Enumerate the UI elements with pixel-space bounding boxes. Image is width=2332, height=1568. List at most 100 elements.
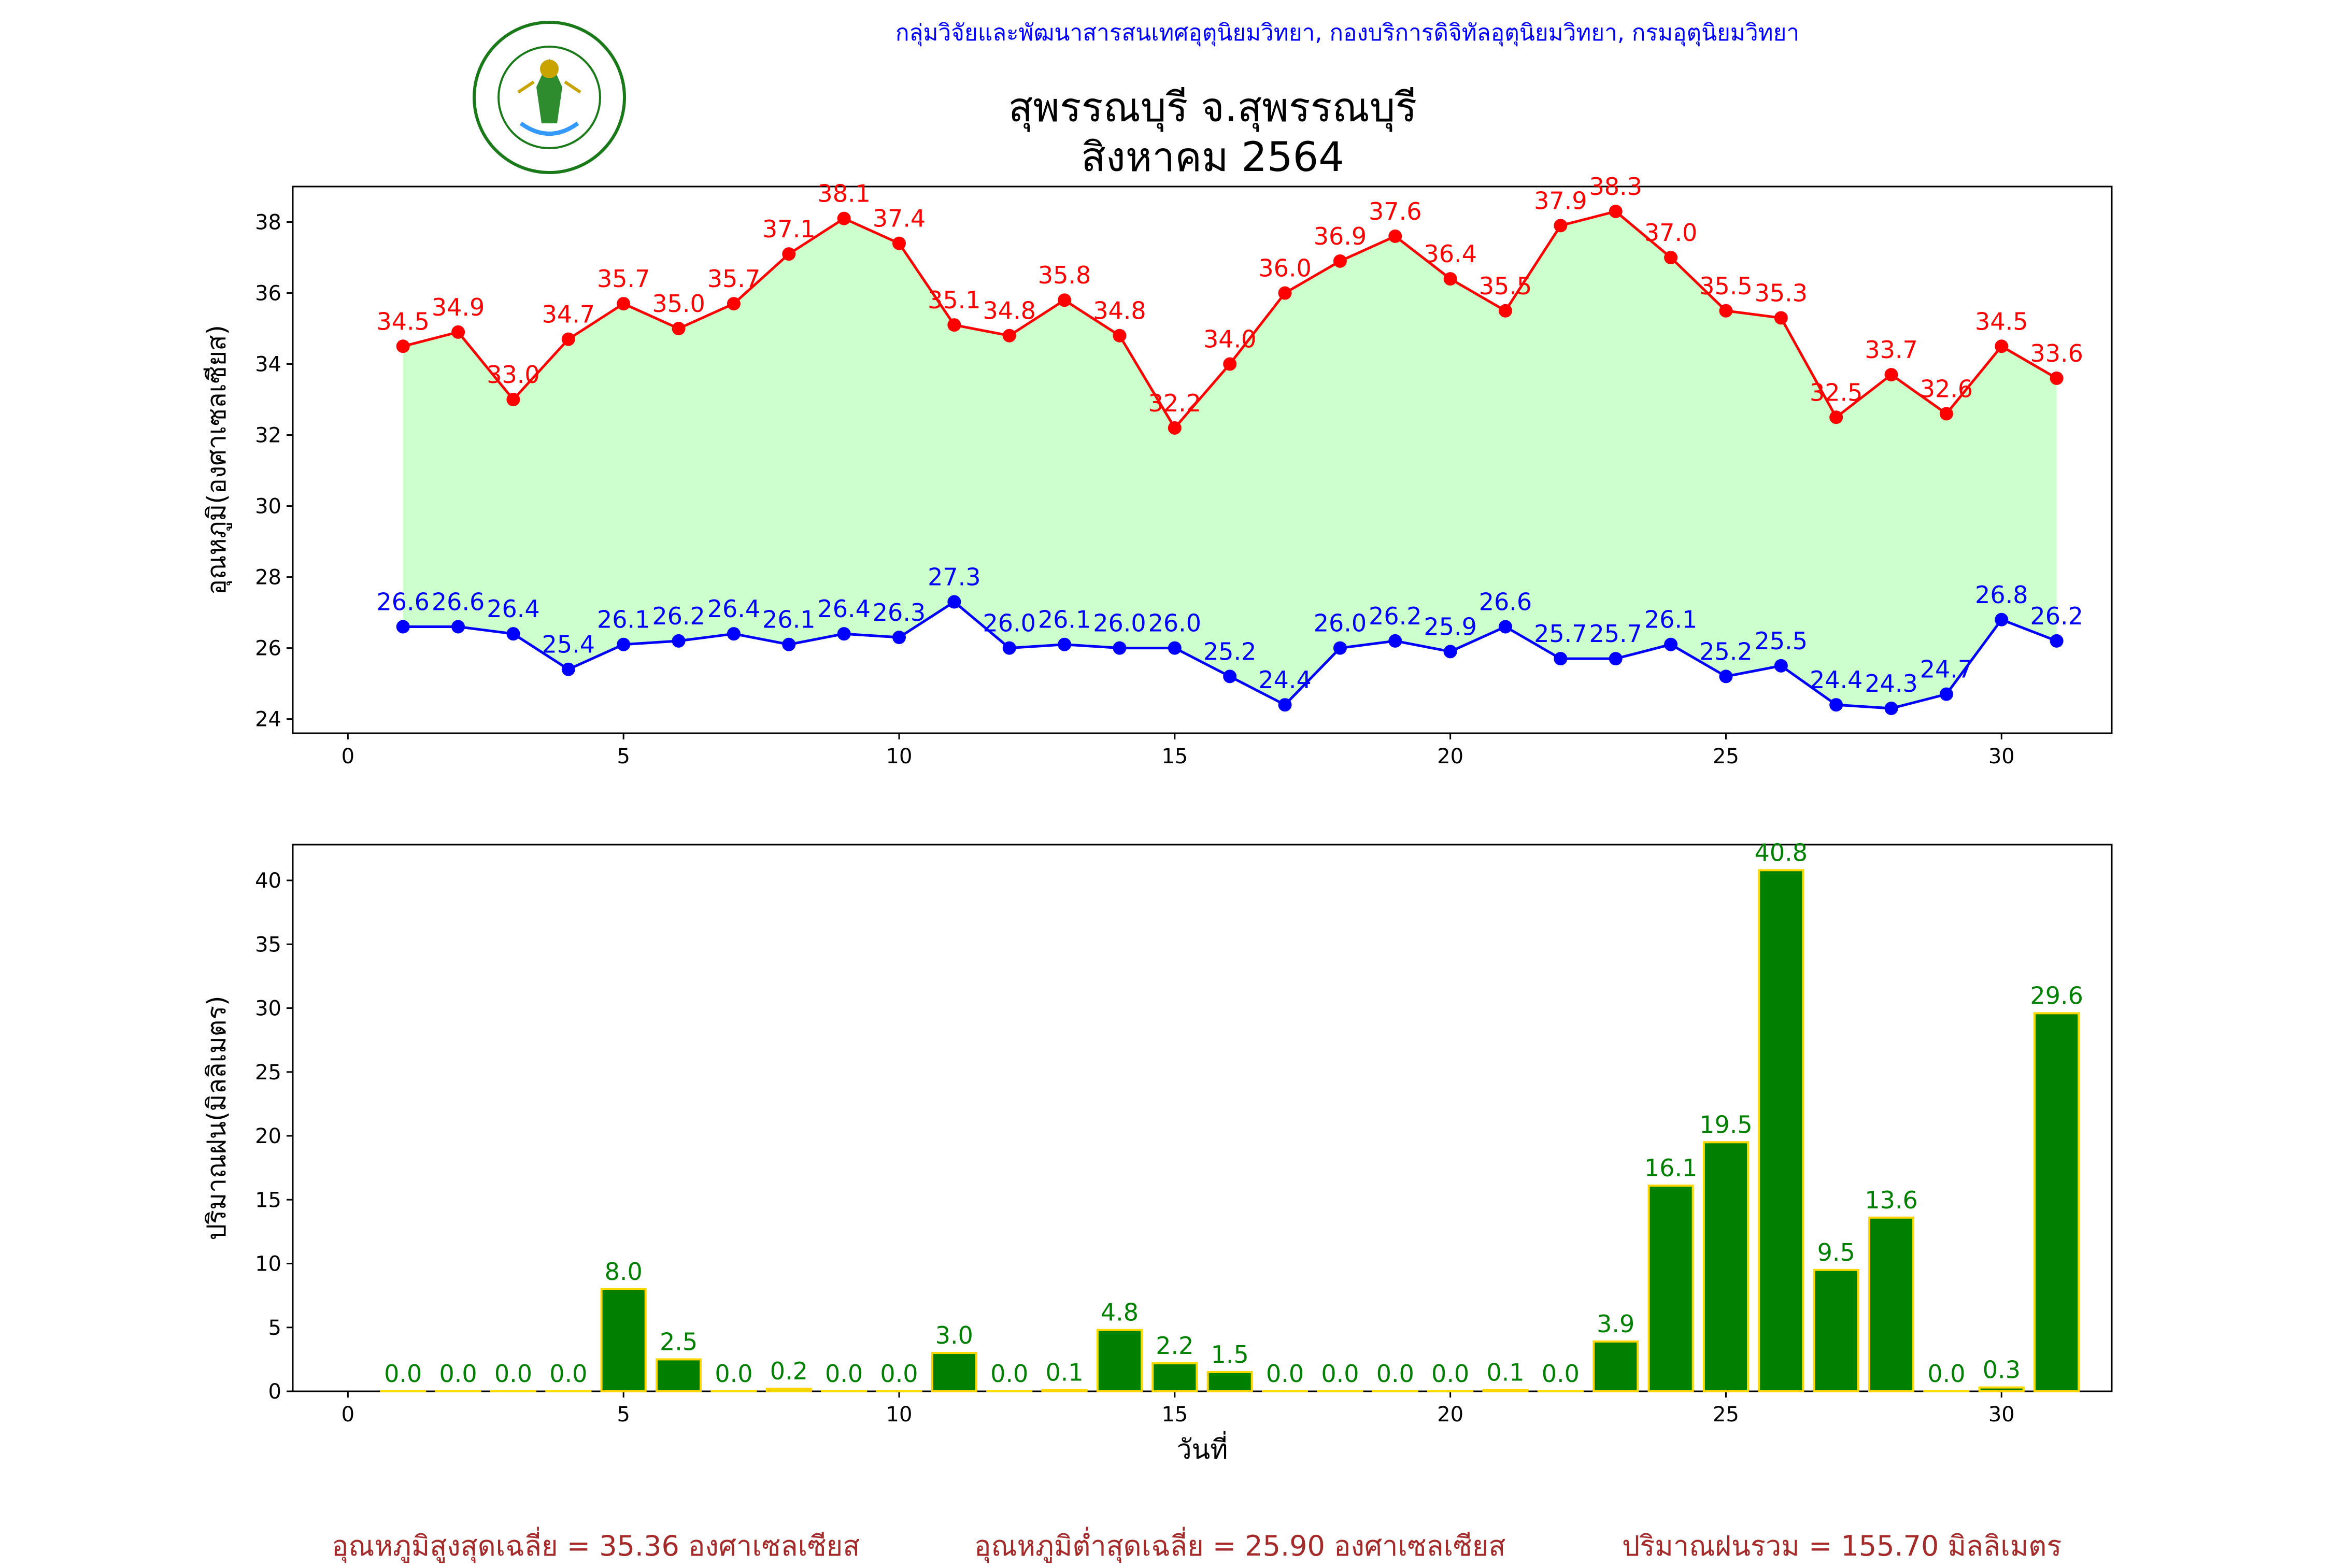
- temp-max-point: [1774, 311, 1788, 324]
- temp-min-point: [782, 638, 795, 651]
- rain-bar: [1208, 1372, 1252, 1391]
- temp-max-label: 35.1: [928, 286, 980, 314]
- rain-bar-label: 0.2: [770, 1357, 808, 1385]
- temp-max-point: [1995, 339, 2008, 353]
- temp-min-label: 25.2: [1699, 637, 1752, 665]
- temp-min-label: 25.5: [1755, 627, 1808, 655]
- temp-max-point: [1113, 329, 1126, 343]
- rain-bar-label: 0.0: [1927, 1360, 1965, 1388]
- rain-bar: [657, 1359, 701, 1391]
- rain-bar-label: 0.3: [1983, 1356, 2021, 1384]
- rain-ylabel: ปริมาณฝน(มิลลิเมตร): [202, 995, 232, 1240]
- temp-min-label: 26.0: [1314, 609, 1367, 637]
- temp-max-point: [1885, 368, 1898, 381]
- temp-min-label: 26.1: [1038, 606, 1091, 634]
- temp-max-point: [672, 322, 686, 335]
- temp-min-point: [1444, 645, 1457, 658]
- temp-max-label: 36.4: [1424, 240, 1476, 268]
- footer-avg-max: อุณหภูมิสูงสุดเฉลี่ย = 35.36 องศาเซลเซีย…: [332, 1523, 860, 1568]
- temp-max-label: 35.0: [652, 290, 705, 318]
- temp-min-point: [1278, 698, 1292, 711]
- temp-max-point: [837, 212, 851, 225]
- temp-max-label: 34.5: [1975, 307, 2028, 335]
- temp-ylabel: อุณหภูมิ(องศาเซลเซียส): [202, 325, 232, 595]
- temp-max-point: [1554, 219, 1567, 232]
- temp-max-point: [1223, 358, 1236, 371]
- temp-min-label: 26.2: [1369, 602, 1421, 630]
- temp-max-point: [451, 325, 465, 339]
- temp-min-label: 26.2: [652, 602, 705, 630]
- rain-bar-label: 8.0: [605, 1258, 643, 1286]
- temp-min-label: 26.1: [597, 606, 650, 634]
- temp-min-point: [837, 627, 851, 640]
- temp-min-point: [892, 631, 906, 644]
- temp-min-point: [506, 627, 520, 640]
- temp-max-label: 35.5: [1479, 272, 1532, 300]
- temp-max-label: 34.5: [377, 307, 430, 335]
- temp-min-point: [1664, 638, 1677, 651]
- temp-min-label: 25.7: [1534, 620, 1587, 648]
- temp-min-point: [1388, 634, 1402, 648]
- temp-min-label: 26.3: [873, 598, 926, 626]
- temp-max-label: 35.7: [707, 265, 760, 293]
- temp-max-point: [947, 318, 961, 332]
- rain-xtick-label: 15: [1161, 1403, 1188, 1427]
- rain-xtick-label: 30: [1988, 1403, 2015, 1427]
- temp-min-label: 26.4: [707, 595, 760, 623]
- rain-bar-label: 0.0: [825, 1360, 863, 1388]
- temp-min-point: [1333, 642, 1347, 655]
- rain-ytick-label: 20: [255, 1124, 281, 1148]
- temp-min-label: 26.2: [2030, 602, 2083, 630]
- temp-min-point: [1058, 638, 1071, 651]
- temp-max-point: [782, 247, 795, 261]
- rain-bar: [1814, 1270, 1858, 1391]
- rain-bar: [602, 1289, 646, 1391]
- rain-bar: [2035, 1013, 2079, 1391]
- temp-max-label: 37.6: [1369, 197, 1421, 225]
- rain-bar-label: 0.1: [1046, 1359, 1084, 1387]
- temp-min-point: [1223, 669, 1236, 683]
- rain-bar-label: 4.8: [1101, 1299, 1139, 1327]
- temp-max-label: 38.3: [1589, 173, 1642, 201]
- temp-min-point: [947, 595, 961, 609]
- temp-max-label: 35.8: [1038, 261, 1091, 289]
- temp-min-label: 24.7: [1920, 655, 1973, 683]
- rain-bar-label: 0.0: [1431, 1360, 1469, 1388]
- rain-bar-label: 0.0: [880, 1360, 918, 1388]
- temp-max-point: [617, 297, 630, 310]
- temp-min-label: 24.3: [1865, 669, 1917, 697]
- temp-min-label: 26.6: [377, 588, 430, 616]
- temp-ytick-label: 26: [255, 637, 281, 661]
- rain-bar: [1704, 1142, 1748, 1391]
- rain-bar-label: 0.0: [1376, 1360, 1414, 1388]
- temp-max-label: 37.0: [1644, 219, 1697, 247]
- rain-bar-label: 9.5: [1817, 1238, 1855, 1266]
- temp-ytick-label: 32: [255, 424, 281, 448]
- temp-max-label: 33.7: [1865, 336, 1917, 364]
- temp-max-point: [1664, 251, 1677, 264]
- temp-max-label: 36.0: [1258, 254, 1311, 282]
- rain-bar-label: 0.0: [549, 1360, 587, 1388]
- rain-bar: [932, 1353, 976, 1391]
- temp-min-label: 24.4: [1810, 666, 1862, 694]
- temp-max-point: [1168, 421, 1182, 435]
- temp-max-label: 34.7: [542, 301, 595, 329]
- temp-max-point: [562, 333, 575, 346]
- temp-xtick-label: 5: [617, 745, 630, 768]
- temp-max-point: [1278, 287, 1292, 300]
- rain-bar-label: 13.6: [1865, 1186, 1917, 1214]
- temp-ytick-label: 34: [255, 353, 281, 377]
- temp-min-label: 24.4: [1258, 666, 1311, 694]
- temp-max-label: 35.3: [1755, 279, 1808, 307]
- temp-min-point: [1113, 642, 1126, 655]
- temp-min-point: [1609, 652, 1623, 665]
- temp-min-point: [1168, 642, 1182, 655]
- temp-ytick-label: 28: [255, 566, 281, 590]
- temp-min-point: [1554, 652, 1567, 665]
- rain-xtick-label: 20: [1437, 1403, 1463, 1427]
- temp-min-point: [1885, 702, 1898, 715]
- temp-max-label: 38.1: [817, 180, 870, 208]
- temp-min-point: [562, 663, 575, 676]
